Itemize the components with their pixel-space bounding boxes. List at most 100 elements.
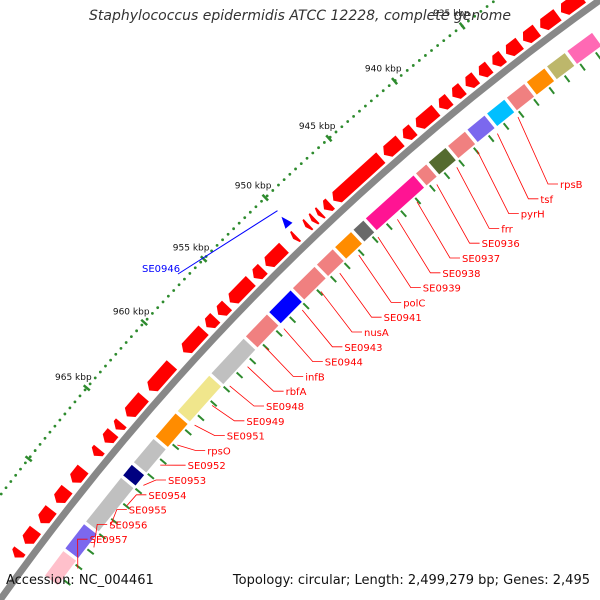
- gene-label-line: [283, 328, 323, 363]
- scale-dot: [83, 388, 87, 392]
- gene-label: SE0951: [227, 432, 265, 443]
- scale-label: 940 kbp: [365, 64, 402, 74]
- gene-label-line: [416, 201, 460, 259]
- cog-segment: [155, 413, 188, 447]
- scale-label: 945 kbp: [299, 122, 336, 132]
- scale-dot: [124, 341, 128, 344]
- scale-dot: [381, 89, 385, 93]
- scale-dot: [156, 306, 160, 310]
- gene-label-line: [456, 167, 500, 229]
- gene-label-line: [476, 150, 519, 215]
- cog-segment: [448, 131, 476, 159]
- forward-gene: [308, 213, 320, 225]
- cog-track: [44, 32, 600, 586]
- scale-dot: [485, 5, 489, 8]
- scale-dot: [199, 260, 203, 264]
- scale-dot: [294, 167, 297, 171]
- forward-gene: [465, 72, 481, 89]
- map-title: Staphylococcus epidermidis ATCC 12228, c…: [88, 8, 511, 24]
- scale-dot: [38, 443, 42, 446]
- highlight-feature: SE0946: [142, 210, 293, 275]
- forward-gene: [540, 9, 562, 31]
- scale-ticks: [24, 21, 466, 463]
- gene-label-line: [397, 219, 441, 274]
- scale-dot: [129, 335, 133, 339]
- gene-label-line: [517, 116, 558, 185]
- scale-dot: [14, 473, 18, 477]
- scale-dot: [299, 162, 303, 166]
- scale-dot: [145, 317, 149, 321]
- highlight-label: SE0946: [142, 264, 180, 275]
- gene-label: SE0941: [384, 313, 422, 324]
- scale-dot: [405, 69, 409, 72]
- forward-gene: [70, 464, 89, 483]
- gc-tick: [63, 579, 71, 586]
- gc-tick: [134, 487, 143, 495]
- gc-tick: [533, 98, 540, 107]
- scale-dot: [98, 370, 102, 374]
- gene-label-line: [109, 509, 127, 527]
- gc-tick: [159, 458, 167, 465]
- scale-dot: [28, 455, 32, 459]
- scale-dot: [454, 29, 458, 33]
- scale-tick: [458, 21, 466, 30]
- highlight-marker: [281, 216, 293, 229]
- gene-label-line: [377, 236, 421, 289]
- scale-dot: [473, 14, 477, 18]
- gene-label: SE0956: [109, 520, 147, 531]
- scale-dot: [448, 34, 452, 38]
- forward-gene: [22, 525, 42, 544]
- scale-dot: [63, 412, 67, 416]
- gene-label: SE0944: [325, 358, 363, 369]
- scale-dot: [119, 346, 123, 350]
- gc-tick: [400, 210, 408, 218]
- scale-dot: [43, 436, 47, 440]
- forward-gene: [38, 505, 57, 524]
- scale-tick: [390, 77, 399, 85]
- scale-dot: [188, 272, 192, 275]
- scale-dot: [237, 221, 241, 225]
- gene-label: SE0943: [344, 343, 382, 354]
- gc-tick: [172, 443, 180, 451]
- gc-tick: [289, 316, 297, 324]
- gc-tick: [329, 275, 337, 283]
- gc-tick: [595, 51, 600, 60]
- cog-segment: [335, 232, 362, 259]
- gene-label-line: [339, 272, 382, 318]
- scale-dot: [352, 114, 355, 118]
- scale-dot: [305, 156, 309, 160]
- cog-segment: [133, 439, 166, 473]
- gene-label: SE0955: [129, 506, 167, 517]
- scale-dot: [151, 312, 154, 315]
- forward-gene: [204, 312, 221, 329]
- gc-tick: [235, 371, 244, 379]
- scale-dot: [114, 352, 118, 356]
- gc-tick: [184, 429, 192, 436]
- gene-label: SE0952: [188, 461, 226, 472]
- scale-dot: [9, 480, 13, 483]
- cog-segment: [467, 115, 495, 142]
- gc-tick: [517, 110, 525, 119]
- cog-segment: [86, 477, 134, 532]
- scale-dot: [491, 0, 495, 4]
- cog-segment: [44, 551, 77, 586]
- gene-label-line: [320, 291, 362, 333]
- forward-gene: [322, 198, 336, 212]
- gene-label: infB: [305, 372, 325, 383]
- forward-genes: [12, 0, 587, 558]
- scale-dot: [193, 266, 197, 270]
- gc-tick: [262, 343, 270, 351]
- gene-label-line: [436, 184, 480, 244]
- scale-dot: [387, 84, 391, 88]
- cog-segment: [547, 53, 575, 80]
- cog-segment: [123, 464, 145, 486]
- scale-label: 935 kbp: [433, 9, 470, 19]
- gc-tick: [98, 533, 107, 540]
- scale-dot: [271, 189, 275, 192]
- scale-dot: [334, 130, 338, 134]
- gene-label-line: [177, 444, 206, 451]
- scale-dot: [53, 424, 57, 428]
- gene-label: SE0936: [482, 239, 520, 250]
- scale-dot: [243, 216, 247, 220]
- scale-dot: [363, 104, 367, 108]
